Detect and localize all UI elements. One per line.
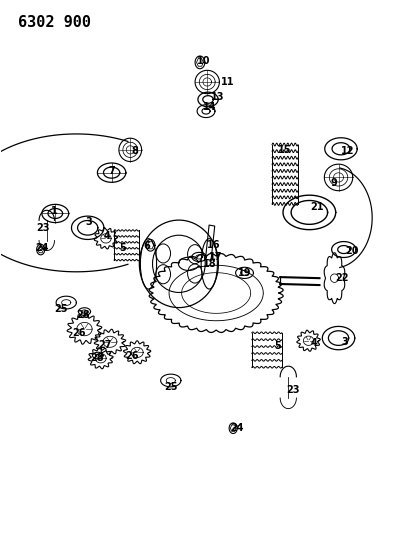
Text: 23: 23 bbox=[36, 223, 50, 233]
Text: 26: 26 bbox=[73, 328, 86, 338]
Text: 28: 28 bbox=[76, 310, 90, 320]
Text: 11: 11 bbox=[221, 77, 234, 87]
Text: 22: 22 bbox=[335, 273, 348, 283]
Text: 19: 19 bbox=[238, 268, 251, 278]
Text: 3: 3 bbox=[341, 337, 348, 347]
Text: 23: 23 bbox=[286, 384, 300, 394]
Text: 15: 15 bbox=[277, 145, 291, 155]
Text: 13: 13 bbox=[211, 92, 224, 102]
Text: 1: 1 bbox=[51, 206, 58, 216]
Text: 20: 20 bbox=[345, 246, 359, 256]
Text: 7: 7 bbox=[108, 166, 115, 176]
Text: 8: 8 bbox=[132, 146, 139, 156]
Text: 25: 25 bbox=[55, 304, 68, 314]
Text: 27: 27 bbox=[98, 340, 111, 350]
Text: 6: 6 bbox=[143, 241, 150, 252]
Text: 5: 5 bbox=[120, 243, 126, 253]
Text: 4: 4 bbox=[311, 338, 317, 349]
Text: 28: 28 bbox=[90, 353, 104, 362]
Text: 3: 3 bbox=[85, 217, 92, 228]
Text: 6302 900: 6302 900 bbox=[18, 14, 91, 30]
Text: 14: 14 bbox=[203, 102, 217, 112]
Text: 17: 17 bbox=[209, 252, 223, 262]
Text: 4: 4 bbox=[103, 231, 110, 241]
Text: 24: 24 bbox=[231, 423, 244, 433]
Text: 16: 16 bbox=[207, 240, 221, 251]
Text: 25: 25 bbox=[164, 382, 177, 392]
Text: 9: 9 bbox=[330, 177, 337, 188]
Text: 26: 26 bbox=[126, 351, 139, 361]
Text: 12: 12 bbox=[341, 146, 355, 156]
Text: 18: 18 bbox=[202, 259, 216, 269]
Text: 24: 24 bbox=[35, 243, 49, 253]
Text: 5: 5 bbox=[274, 341, 281, 351]
Text: 10: 10 bbox=[197, 56, 211, 66]
Text: 21: 21 bbox=[310, 202, 324, 212]
